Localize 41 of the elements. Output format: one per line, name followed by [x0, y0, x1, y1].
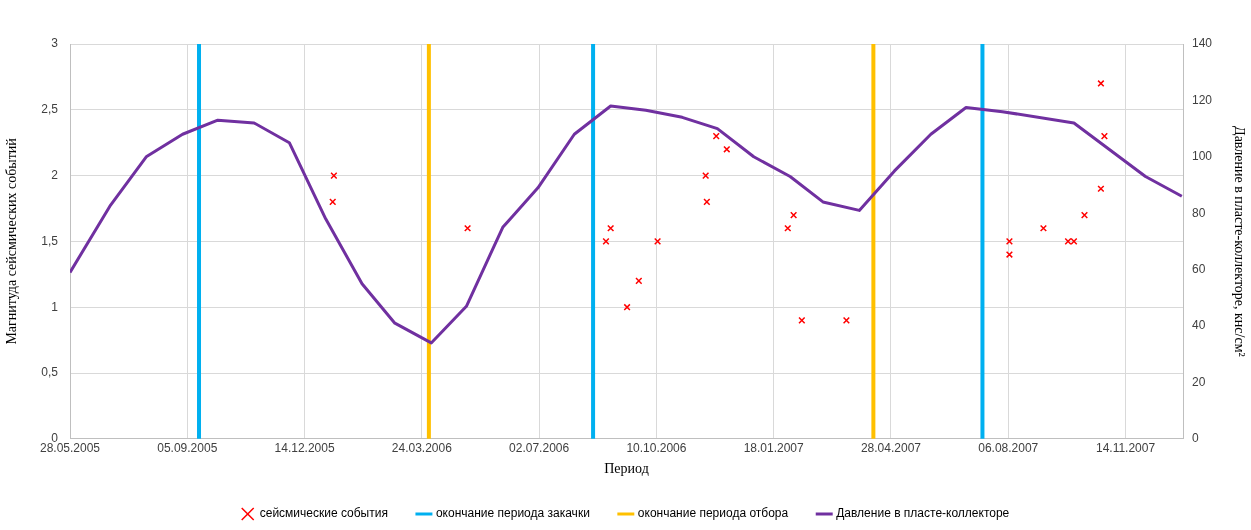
- point: [602, 237, 610, 245]
- point: [1005, 250, 1013, 259]
- legend-label: сейсмические события: [259, 506, 388, 521]
- y-tick-label: 3: [51, 36, 59, 51]
- y-tick-label: 0,5: [41, 365, 59, 380]
- y-axis-title: Магнитуда сейсмических событий: [4, 137, 20, 345]
- point: [1005, 237, 1013, 245]
- y-tick-label: 2,5: [41, 102, 59, 117]
- point: [635, 277, 643, 285]
- x-tick-label: 28.04.2007: [860, 441, 922, 456]
- y2-tick-label: 0: [1192, 431, 1199, 446]
- y2-tick-label: 20: [1192, 374, 1206, 389]
- y-tick-label: 2: [51, 167, 59, 182]
- x-tick-label: 10.10.2006: [626, 441, 687, 456]
- x-tick-label: 18.01.2007: [743, 441, 805, 456]
- point: [1080, 211, 1089, 219]
- y-tick-label: 1,5: [41, 233, 59, 248]
- y2-tick-label: 100: [1192, 149, 1213, 164]
- point: [654, 237, 662, 245]
- point: [842, 316, 850, 324]
- x-tick-label: 02.07.2006: [509, 441, 570, 456]
- point: [784, 224, 792, 232]
- x-axis-title: Период: [604, 461, 649, 477]
- point: [723, 145, 731, 153]
- x-tick-label: 28.05.2005: [39, 441, 101, 456]
- y2-axis-title: Давление в пласте-коллекторе, кнс/см²: [1231, 126, 1247, 357]
- y2-tick-label: 80: [1192, 205, 1206, 220]
- x-tick-label: 06.08.2007: [978, 441, 1039, 456]
- legend-label: Давление в пласте-коллекторе: [836, 506, 1010, 521]
- y2-tick-label: 140: [1192, 36, 1213, 51]
- legend-label: окончание периода отбора: [637, 506, 789, 521]
- x-tick-label: 14.12.2005: [274, 441, 335, 456]
- y2-tick-label: 120: [1192, 92, 1213, 107]
- x-tick-label: 14.11.2007: [1095, 441, 1156, 456]
- legend-label: окончание периода закачки: [435, 506, 590, 521]
- y2-tick-label: 60: [1192, 261, 1206, 276]
- y-tick-label: 1: [51, 299, 59, 314]
- point: [1097, 79, 1105, 88]
- y2-tick-label: 40: [1192, 318, 1206, 333]
- x-tick-label: 05.09.2005: [157, 441, 218, 456]
- x-tick-label: 24.03.2006: [391, 441, 453, 456]
